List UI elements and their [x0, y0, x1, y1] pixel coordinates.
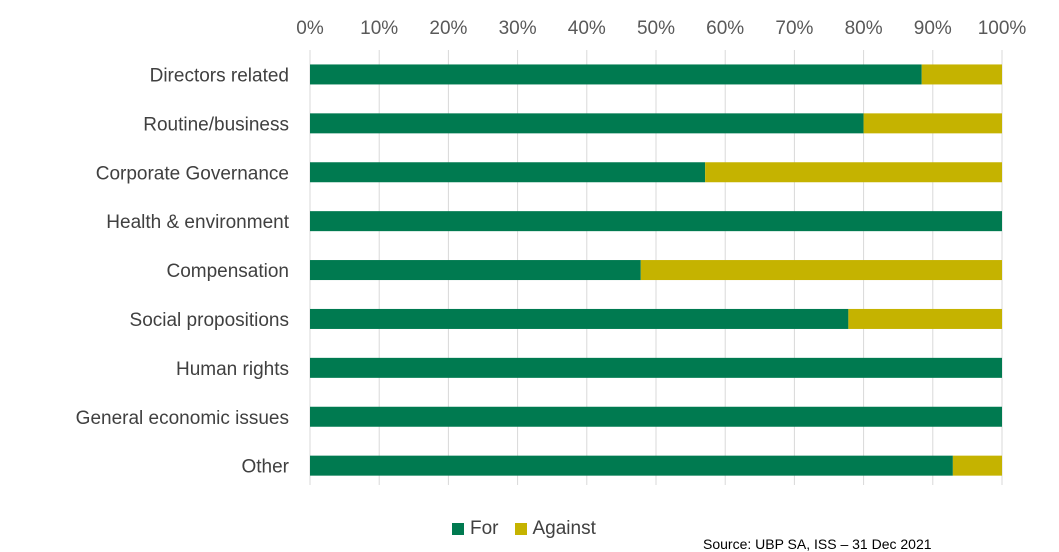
- legend-swatch-for: [452, 523, 464, 535]
- bar-against: [921, 64, 1002, 85]
- bar-for: [310, 455, 953, 476]
- bar-for: [310, 406, 1002, 427]
- x-axis-ticks: 0% 10% 20% 30% 40% 50% 60% 70% 80% 90% 100%: [296, 18, 1026, 39]
- bar-against: [848, 308, 1002, 329]
- bar-for: [310, 162, 706, 183]
- x-tick-label: 30%: [499, 18, 537, 39]
- category-label: Compensation: [166, 261, 289, 282]
- bar-for: [310, 260, 641, 281]
- x-tick-label: 0%: [296, 18, 324, 39]
- category-label: Social propositions: [130, 310, 289, 331]
- x-tick-label: 40%: [568, 18, 606, 39]
- category-labels: Directors related Routine/business Corpora…: [76, 65, 290, 477]
- bars: [310, 64, 1002, 476]
- bar-for: [310, 308, 849, 329]
- legend: For Against: [452, 518, 596, 540]
- legend-swatch-against: [514, 523, 527, 535]
- legend-label-for: For: [470, 518, 499, 539]
- category-label: Human rights: [176, 359, 289, 380]
- category-label: Routine/business: [143, 114, 289, 135]
- category-label: Corporate Governance: [96, 163, 289, 184]
- x-tick-label: 60%: [706, 18, 744, 39]
- x-tick-label: 80%: [845, 18, 883, 39]
- category-label: Directors related: [150, 65, 289, 86]
- x-tick-label: 70%: [775, 18, 813, 39]
- bar-against: [640, 260, 1002, 281]
- x-tick-label: 50%: [637, 18, 675, 39]
- bar-against: [705, 162, 1002, 183]
- source-note: Source: UBP SA, ISS – 31 Dec 2021: [703, 536, 932, 552]
- bar-for: [310, 113, 864, 134]
- x-tick-label: 90%: [914, 18, 952, 39]
- x-tick-label: 20%: [429, 18, 467, 39]
- bar-for: [310, 64, 922, 85]
- bar-for: [310, 357, 1002, 378]
- bar-against: [863, 113, 1002, 134]
- category-label: Health & environment: [106, 212, 289, 233]
- bar-against: [952, 455, 1002, 476]
- category-label: General economic issues: [76, 408, 289, 429]
- bar-for: [310, 211, 1002, 232]
- x-tick-label: 10%: [360, 18, 398, 39]
- x-tick-label: 100%: [978, 18, 1027, 39]
- legend-label-against: Against: [532, 518, 596, 539]
- category-label: Other: [241, 457, 289, 478]
